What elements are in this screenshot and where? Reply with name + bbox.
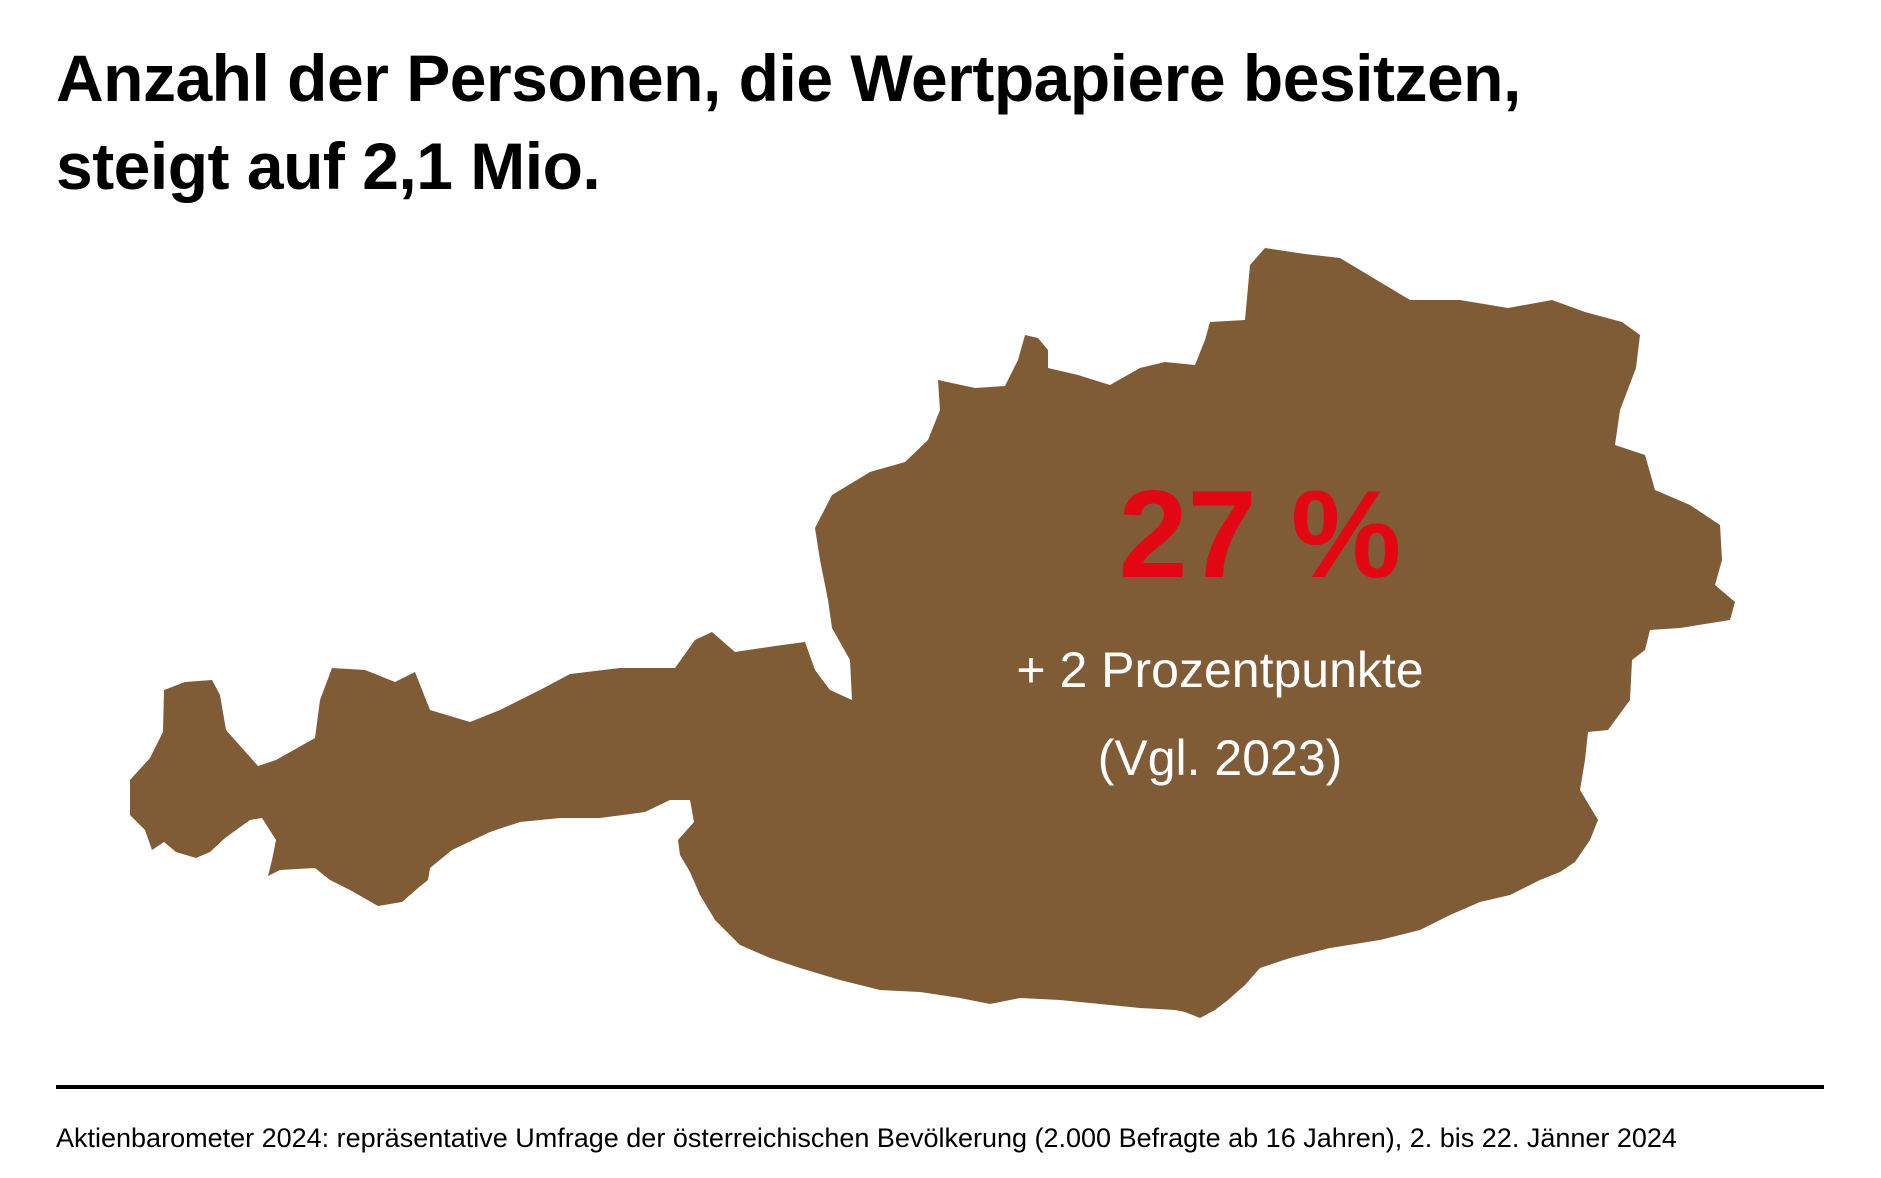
title-line-2: steigt auf 2,1 Mio.: [56, 129, 601, 203]
stat-change: + 2 Prozentpunkte: [1016, 642, 1424, 698]
stat-value: 27 %: [1118, 466, 1402, 604]
source-note: Aktienbarometer 2024: repräsentative Umf…: [56, 1123, 1677, 1153]
austria-shape: [130, 248, 1735, 1018]
stat-comparison: (Vgl. 2023): [1097, 730, 1343, 786]
page-title: Anzahl der Personen, die Wertpapiere bes…: [56, 34, 1816, 210]
divider-line: [56, 1085, 1824, 1089]
title-line-1: Anzahl der Personen, die Wertpapiere bes…: [56, 41, 1521, 115]
